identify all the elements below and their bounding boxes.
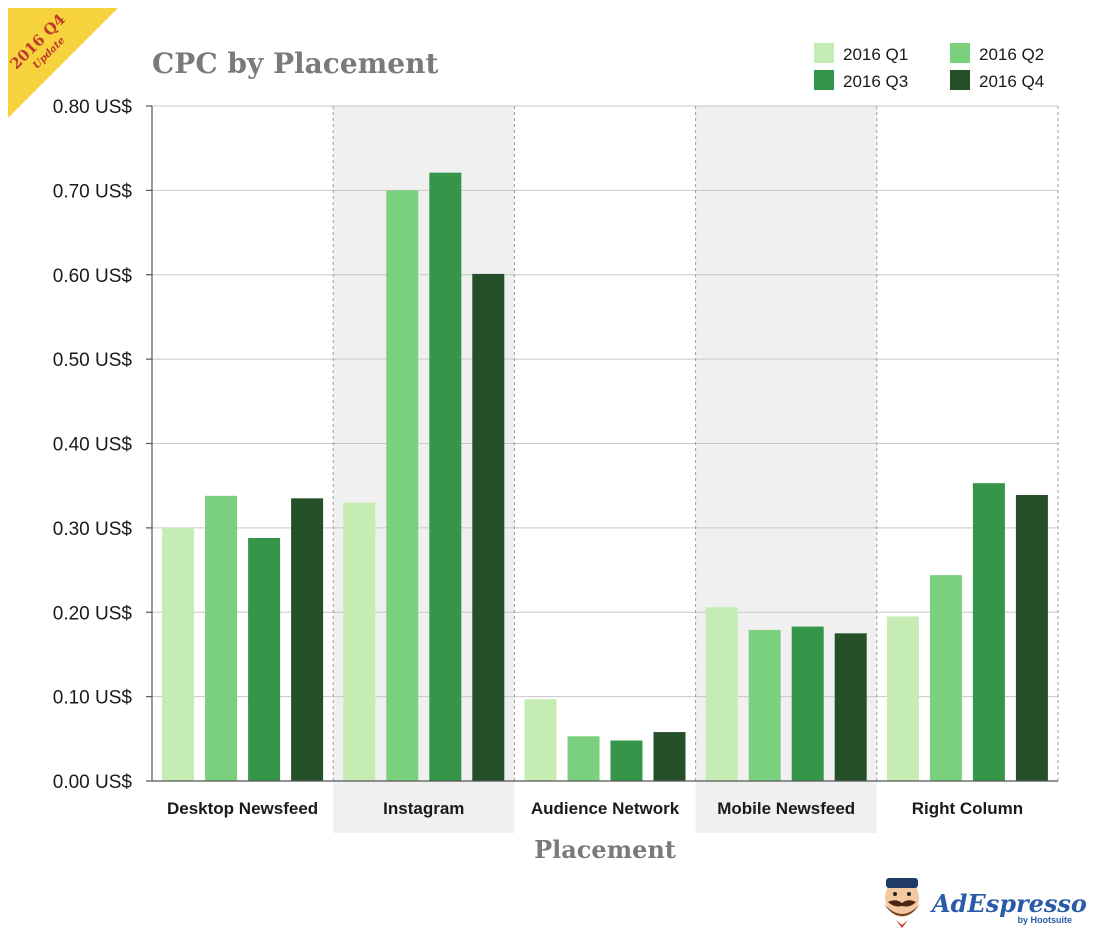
legend-item-q4: 2016 Q4 [950,70,1044,91]
legend-label-q4: 2016 Q4 [979,72,1044,91]
bars [162,172,1048,781]
bar-desktop-newsfeed-2016-q1 [162,527,195,781]
category-dividers [332,106,1059,781]
y-tick-label: 0.00 US$ [53,772,133,793]
y-tick-label: 0.10 US$ [53,688,133,709]
x-category-label: Desktop Newsfeed [167,799,318,818]
y-tick-label: 0.30 US$ [53,519,133,540]
bar-mobile-newsfeed-2016-q4 [834,633,867,781]
y-tick-label: 0.20 US$ [53,603,133,624]
axes [146,105,1058,782]
legend-label-q1: 2016 Q1 [843,45,908,64]
bar-right-column-2016-q4 [1015,494,1048,781]
legend-item-q2: 2016 Q2 [950,43,1044,64]
bar-audience-network-2016-q1 [524,699,557,781]
bar-audience-network-2016-q3 [610,740,643,781]
y-tick-label: 0.60 US$ [53,266,133,287]
bar-instagram-2016-q4 [472,273,505,781]
bar-mobile-newsfeed-2016-q2 [748,629,781,781]
legend-swatch-q3 [814,70,834,90]
x-category-label: Audience Network [531,799,680,818]
legend-item-q3: 2016 Q3 [814,70,908,91]
x-category-label: Right Column [912,799,1023,818]
badge-ribbon [8,8,118,118]
mascot-icon [884,878,920,928]
bar-audience-network-2016-q2 [567,736,600,781]
legend-label-q2: 2016 Q2 [979,45,1044,64]
x-axis-title: Placement [534,835,676,864]
y-tick-label: 0.70 US$ [53,181,133,202]
bar-instagram-2016-q3 [429,172,462,781]
bar-right-column-2016-q1 [886,616,919,781]
chart-title: CPC by Placement [152,47,438,80]
x-category-label: Mobile Newsfeed [717,799,855,818]
bar-mobile-newsfeed-2016-q3 [791,626,824,781]
brand-logo: AdEspresso by Hootsuite [884,878,1087,928]
legend: 2016 Q1 2016 Q2 2016 Q3 2016 Q4 [814,43,1044,91]
legend-swatch-q2 [950,43,970,63]
bar-audience-network-2016-q4 [653,732,686,781]
y-tick-labels: 0.00 US$ 0.10 US$ 0.20 US$ 0.30 US$ 0.40 US$… [53,97,133,793]
brand-name: AdEspresso [930,889,1087,918]
bar-desktop-newsfeed-2016-q3 [248,538,281,781]
y-tick-label: 0.80 US$ [53,97,133,118]
bar-desktop-newsfeed-2016-q2 [205,495,238,781]
bar-right-column-2016-q2 [929,575,962,781]
gridlines [152,105,1058,698]
bar-instagram-2016-q1 [343,502,376,781]
legend-swatch-q4 [950,70,970,90]
legend-swatch-q1 [814,43,834,63]
x-category-labels: Desktop Newsfeed Instagram Audience Networ… [167,799,1023,818]
bar-desktop-newsfeed-2016-q4 [291,498,324,781]
brand-by-text: by Hootsuite [1017,915,1072,925]
bar-mobile-newsfeed-2016-q1 [705,607,738,781]
y-tick-label: 0.50 US$ [53,350,133,371]
bar-instagram-2016-q2 [386,190,419,781]
y-tick-label: 0.40 US$ [53,435,133,456]
x-category-label: Instagram [383,799,464,818]
update-badge: 2016 Q4 Update [6,8,118,118]
legend-label-q3: 2016 Q3 [843,72,908,91]
bar-right-column-2016-q3 [972,483,1005,781]
legend-item-q1: 2016 Q1 [814,43,908,64]
